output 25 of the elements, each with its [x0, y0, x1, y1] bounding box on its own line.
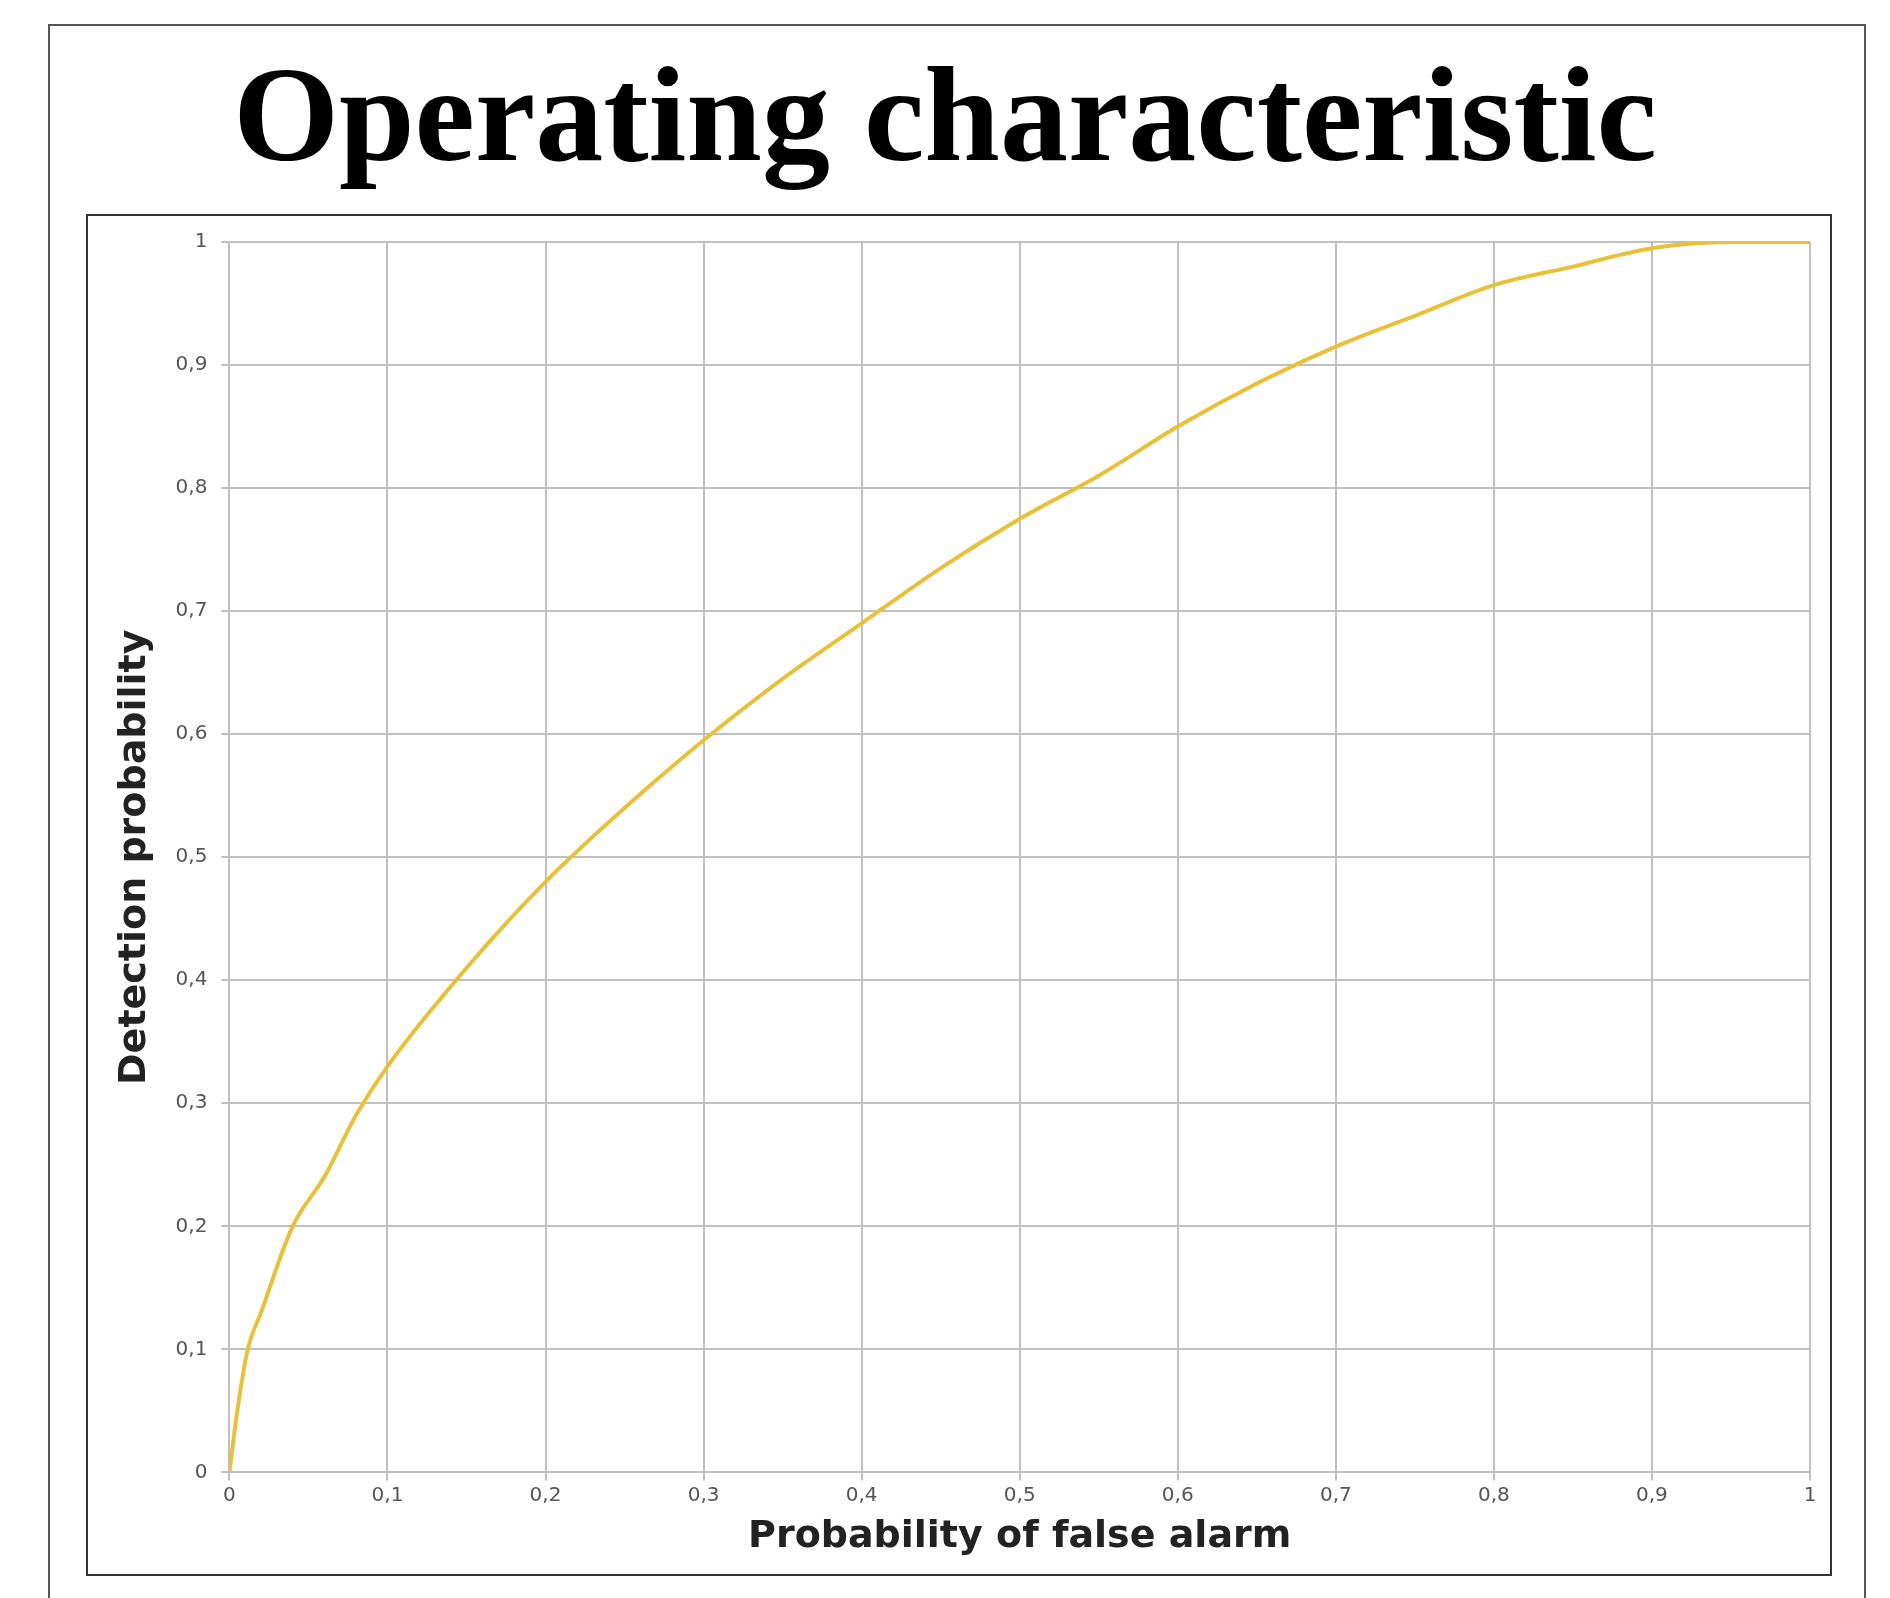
- x-tick-label: 0,1: [371, 1481, 404, 1506]
- chart-title: Operating characteristic: [232, 38, 1658, 192]
- y-tick-label: 0,7: [175, 597, 208, 622]
- y-tick-label: 0,6: [175, 720, 208, 745]
- x-tick-label: 0,9: [1636, 1481, 1668, 1506]
- x-tick-label: 0,6: [1161, 1481, 1194, 1506]
- y-tick-label: 0,8: [175, 474, 208, 499]
- x-tick-label: 0,2: [529, 1481, 562, 1506]
- x-tick-label: 0: [223, 1481, 236, 1506]
- y-tick-label: 0,9: [175, 351, 208, 376]
- y-tick-label: 0: [194, 1458, 208, 1483]
- x-tick-label: 0,3: [687, 1481, 720, 1506]
- x-tick-label: 1: [1803, 1481, 1817, 1506]
- x-tick-label: 0,7: [1319, 1481, 1352, 1506]
- x-tick-label: 0,8: [1477, 1481, 1510, 1506]
- y-tick-label: 1: [194, 228, 208, 253]
- x-tick-label: 0,4: [845, 1481, 878, 1506]
- x-axis-title: Probability of false alarm: [748, 1512, 1292, 1557]
- y-tick-label: 0,2: [175, 1212, 208, 1237]
- y-tick-label: 0,5: [175, 843, 208, 868]
- y-tick-label: 0,1: [175, 1335, 208, 1360]
- y-tick-label: 0,4: [175, 966, 208, 991]
- y-axis-title: Detection probability: [109, 629, 154, 1085]
- x-tick-label: 0,5: [1003, 1481, 1036, 1506]
- y-tick-label: 0,3: [175, 1089, 208, 1114]
